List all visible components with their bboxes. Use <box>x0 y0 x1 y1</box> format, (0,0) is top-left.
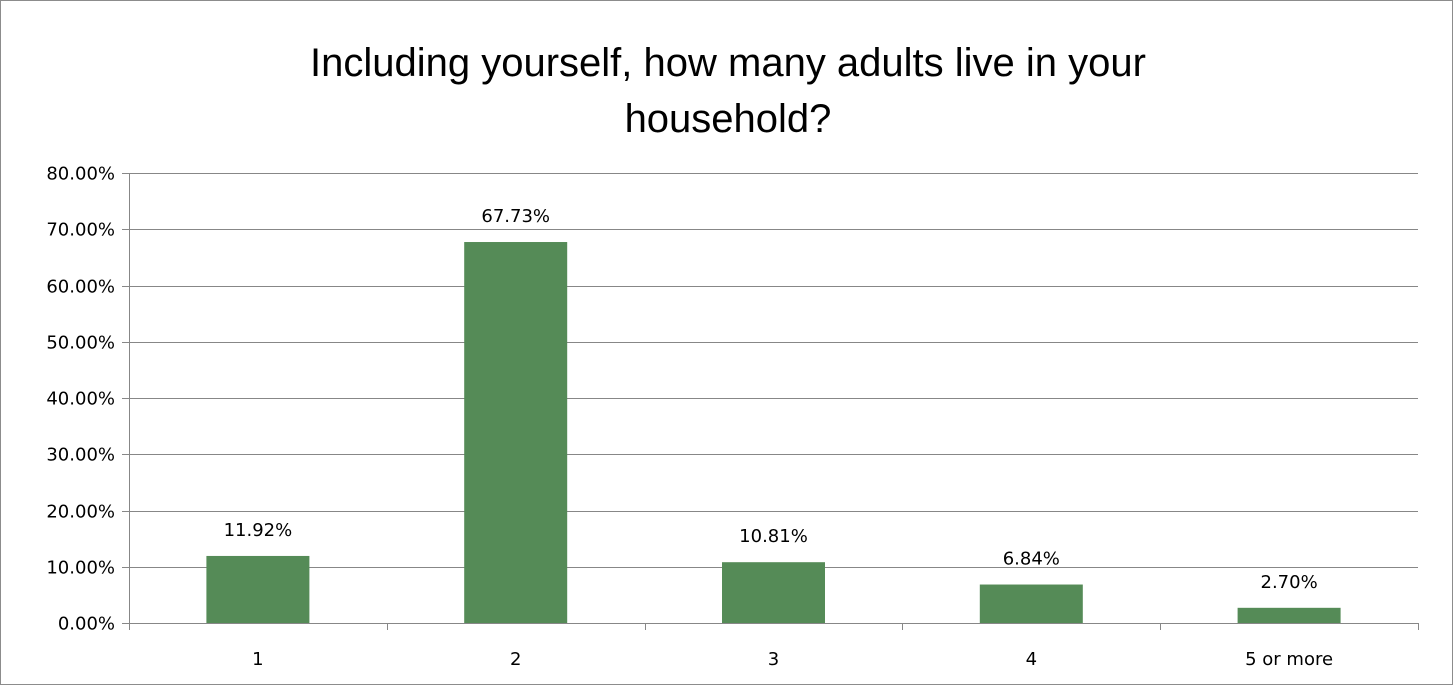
bar <box>722 562 825 623</box>
y-tick-label: 70.00% <box>46 220 115 241</box>
bar <box>1237 607 1341 623</box>
y-tick-label: 40.00% <box>46 389 115 410</box>
x-tick-label: 3 <box>768 649 779 670</box>
bar-value-label: 67.73% <box>481 206 550 227</box>
y-tick-label: 20.00% <box>46 502 115 523</box>
x-tick-label: 4 <box>1026 649 1037 670</box>
bar-value-label: 2.70% <box>1261 572 1318 593</box>
x-tick-label: 5 or more <box>1245 649 1333 670</box>
bar-value-label: 10.81% <box>739 526 808 547</box>
x-axis-tick-labels: 1 2 3 4 5 or more <box>252 649 1333 670</box>
y-tick-label: 60.00% <box>46 277 115 298</box>
bar-value-label: 11.92% <box>224 520 293 541</box>
x-tick-label: 1 <box>252 649 263 670</box>
y-axis-tick-labels: 0.00% 10.00% 20.00% 30.00% 40.00% 50.00% 60.00… <box>46 164 115 635</box>
gridlines <box>122 173 1418 624</box>
bars <box>206 242 1341 624</box>
x-axis <box>129 173 1419 630</box>
y-tick-label: 80.00% <box>46 164 115 185</box>
data-labels: 11.92% 67.73% 10.81% 6.84% 2.70% <box>224 206 1318 593</box>
chart-title-line-1: Including yourself, how many adults live… <box>310 41 1146 85</box>
bar-value-label: 6.84% <box>1003 549 1060 570</box>
y-tick-label: 0.00% <box>58 614 115 635</box>
bar <box>206 555 310 623</box>
y-tick-label: 30.00% <box>46 445 115 466</box>
bar <box>464 242 568 624</box>
chart-title-line-2: household? <box>625 97 832 141</box>
bar <box>979 584 1083 623</box>
y-tick-label: 50.00% <box>46 333 115 354</box>
x-tick-label: 2 <box>510 649 521 670</box>
y-tick-label: 10.00% <box>46 558 115 579</box>
